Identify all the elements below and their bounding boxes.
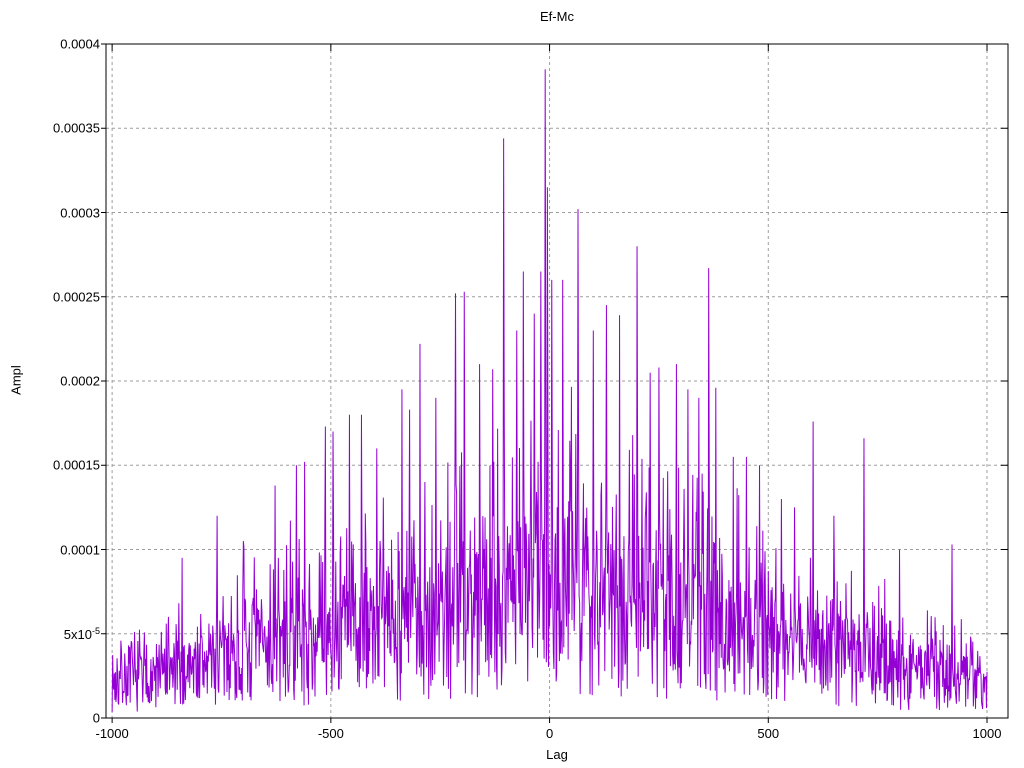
- tick-marks: [101, 43, 1008, 723]
- series-line-ef-mc: [111, 69, 988, 712]
- x-tick-label: 0: [545, 726, 554, 741]
- chart-title: Ef-Mc: [540, 9, 574, 24]
- x-tick-label: -500: [317, 726, 344, 741]
- x-axis-label: Lag: [546, 747, 568, 762]
- y-tick-label: 0.00015: [53, 457, 100, 473]
- y-tick-label: 0.00035: [53, 120, 100, 136]
- x-tick-label: 1000: [972, 726, 1002, 741]
- y-tick-label: 0.0003: [60, 205, 100, 220]
- y-tick-label: 0: [92, 710, 100, 726]
- y-tick-label: 0.0002: [60, 373, 100, 389]
- y-tick-label: 5x10-5: [63, 625, 100, 642]
- y-tick-label: 0.0001: [60, 542, 100, 557]
- y-tick-label: 0.0004: [60, 36, 100, 52]
- y-axis-label: Ampl: [8, 365, 24, 395]
- y-tick-label: 0.00025: [53, 289, 100, 305]
- x-tick-label: -1000: [95, 726, 129, 741]
- x-tick-label: 500: [757, 726, 780, 741]
